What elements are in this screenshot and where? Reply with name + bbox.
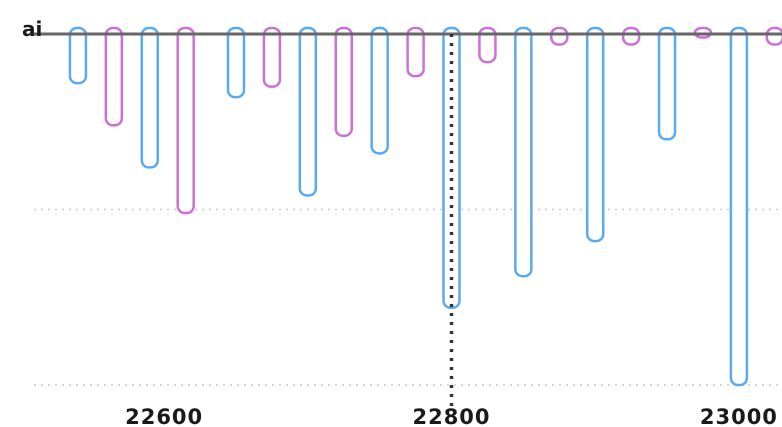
y-axis-label: ai [22, 17, 42, 41]
bar-series-1-5 [442, 26, 461, 310]
bar-series-2-1 [176, 26, 195, 215]
x-tick-label-1: 22800 [412, 405, 490, 427]
bar-series-1-1 [140, 26, 160, 169]
bar-series-2-4 [406, 26, 425, 78]
bar-series-2-0 [104, 26, 124, 127]
x-tick-label-0: 22600 [125, 405, 203, 427]
bar-series-1-0 [68, 26, 88, 85]
bars [68, 26, 782, 387]
bar-series-1-9 [729, 26, 749, 387]
x-tick-label-2: 23000 [700, 405, 778, 427]
bar-series-2-9 [765, 26, 782, 46]
bar-series-1-7 [585, 26, 605, 243]
grid-lines [34, 208, 782, 386]
bar-series-1-3 [298, 26, 318, 197]
bar-series-2-5 [478, 26, 497, 64]
bar-series-2-7 [621, 26, 641, 46]
bar-series-1-2 [226, 26, 246, 99]
bar-series-2-2 [262, 26, 282, 88]
bar-series-1-8 [657, 26, 677, 141]
x-tick-labels: 22600 22800 23000 [125, 405, 778, 427]
bar-series-2-3 [334, 26, 353, 138]
bar-series-1-4 [370, 26, 389, 155]
bar-series-1-6 [514, 26, 533, 278]
bar-series-2-6 [550, 26, 569, 46]
